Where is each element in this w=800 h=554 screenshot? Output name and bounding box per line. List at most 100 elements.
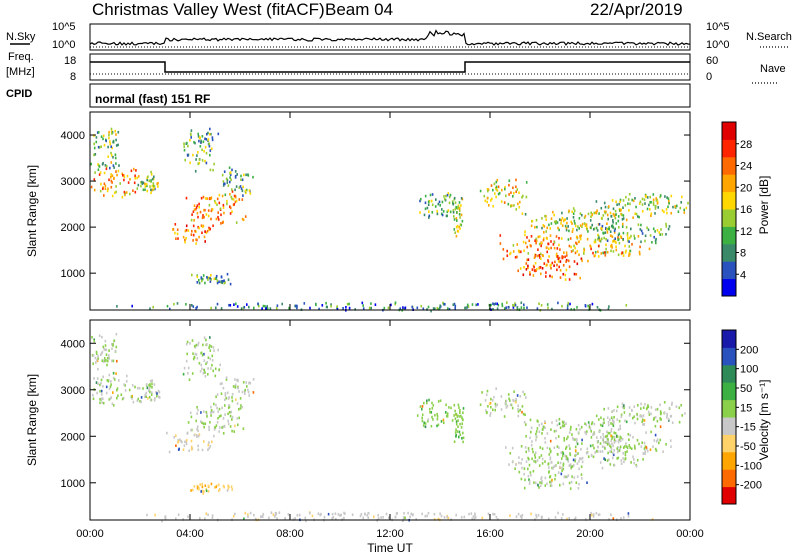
velocity-colorbar-tick-label: 15 [740,402,752,414]
velocity-cell [311,514,314,518]
velocity-cell [570,480,573,484]
velocity-cell [557,511,559,515]
power-cell [550,240,552,243]
velocity-cell [177,448,180,451]
power-cell [655,197,657,200]
power-cell [497,303,500,307]
power-cell [187,144,189,148]
power-cell [556,263,558,267]
power-cell [441,208,443,211]
velocity-cell [568,431,571,434]
velocity-cell [633,405,636,408]
velocity-cell [177,439,180,443]
power-cell [664,195,666,198]
velocity-marks [91,332,686,523]
velocity-cell [590,453,593,457]
power-cell [583,252,585,255]
power-cell [207,138,210,141]
power-cell [93,142,95,146]
velocity-cell [201,485,204,489]
power-cell [530,244,532,248]
velocity-cell [216,421,219,424]
power-cell [562,272,565,276]
power-cell [562,264,565,267]
power-cell [224,281,226,284]
power-cell [527,266,529,270]
power-cell [549,274,551,278]
power-cell [587,304,589,308]
power-cell [576,250,579,253]
power-cell [621,218,624,221]
velocity-cell [222,417,225,420]
power-cell [568,209,570,213]
velocity-cell [428,398,430,402]
power-cell [654,207,657,210]
power-cell [193,219,195,222]
velocity-cell [648,413,651,416]
power-cell [231,190,234,193]
power-cell [510,191,512,194]
power-cell [545,246,548,249]
velocity-cell [234,383,237,387]
power-cell [183,148,186,152]
velocity-cell [205,512,208,515]
power-cell [650,214,652,217]
power-cell [455,217,458,220]
velocity-cell [105,391,108,395]
freq-step-line [90,61,690,73]
velocity-cell [148,395,151,399]
power-cell [186,141,188,145]
velocity-cell [105,353,108,356]
power-cell [174,223,177,226]
power-cell [578,227,580,230]
power-cell [539,256,541,259]
power-cell [515,185,517,189]
velocity-cell [628,406,631,409]
velocity-cell [151,379,153,382]
velocity-y-tick-label: 3000 [61,385,85,397]
power-cell [130,169,133,173]
power-cell [197,132,199,136]
power-cell [573,219,576,223]
power-y-tick-label: 3000 [61,176,85,188]
power-cell [588,306,591,309]
power-cell [229,206,232,210]
power-cell [543,262,546,265]
velocity-cell [105,348,108,352]
power-cell [176,232,179,236]
velocity-cell [102,375,104,379]
velocity-cell [539,484,542,488]
power-cell [437,202,440,206]
velocity-cell [198,487,200,490]
velocity-cell [485,409,487,412]
power-cell [361,301,364,305]
velocity-cell [91,336,93,339]
velocity-cell [494,405,497,408]
velocity-cell [416,414,419,417]
velocity-cell [574,458,577,461]
power-cell [204,230,206,233]
power-cell [604,254,607,257]
velocity-cell [627,433,630,436]
velocity-cell [200,420,202,423]
power-cell [652,198,655,202]
power-cell [429,193,432,197]
velocity-cell [98,334,101,337]
power-cell [572,249,574,252]
velocity-cell [654,424,657,428]
velocity-cell [131,397,133,400]
power-cell [107,187,109,191]
power-cell [436,212,439,216]
power-cell [540,257,542,261]
power-cell [210,217,212,221]
power-cell [203,208,205,212]
power-cell [523,306,525,310]
power-cell [513,204,515,207]
velocity-cell [569,463,572,466]
power-cell [295,304,297,308]
velocity-cell [155,391,157,394]
power-cell [537,235,540,239]
power-cell [236,173,238,176]
velocity-cell [642,406,645,409]
power-cell [622,222,624,226]
